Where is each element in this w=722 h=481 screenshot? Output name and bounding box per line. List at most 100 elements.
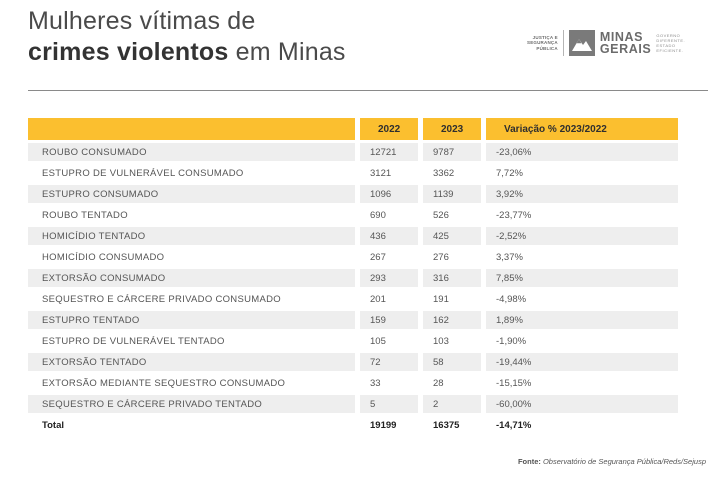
table-row: ESTUPRO DE VULNERÁVEL TENTADO 105 103 -1…	[28, 332, 678, 350]
value-2022: 159	[360, 311, 418, 329]
value-2022: 201	[370, 293, 386, 305]
crime-label: ROUBO CONSUMADO	[28, 143, 355, 161]
table-row: EXTORSÃO TENTADO 72 58 -19,44%	[28, 353, 678, 371]
crime-label: EXTORSÃO TENTADO	[28, 353, 355, 371]
title-emphasis: crimes violentos	[28, 38, 229, 66]
value-2022: 267	[370, 251, 386, 263]
header-cell: Variação % 2023/2022	[486, 118, 678, 140]
government-tagline: GOVERNO DIFERENTE. ESTADO EFICIENTE.	[656, 33, 685, 53]
table-row: HOMICÍDIO TENTADO 436 425 -2,52%	[28, 227, 678, 245]
logo-divider	[562, 30, 564, 56]
table-row: HOMICÍDIO CONSUMADO 267 276 3,37%	[28, 248, 678, 266]
value-2023: 58	[423, 353, 481, 371]
crime-label: SEQUESTRO E CÁRCERE PRIVADO CONSUMADO	[42, 293, 281, 305]
crime-label: ROUBO TENTADO	[42, 209, 128, 221]
source-text: Observatório de Segurança Pública/Reds/S…	[540, 457, 706, 466]
value-2022: 12721	[360, 143, 418, 161]
value-2022: 293	[360, 269, 418, 287]
value-2023: 3362	[433, 167, 455, 179]
header-divider	[28, 90, 708, 91]
table-row: SEQUESTRO E CÁRCERE PRIVADO CONSUMADO 20…	[28, 290, 678, 308]
page-title: Mulheres vítimas de crimes violentos em …	[28, 6, 346, 68]
table-row: SEQUESTRO E CÁRCERE PRIVADO TENTADO 5 2 …	[28, 395, 678, 413]
header-cell	[28, 118, 355, 140]
seal-text: JUSTIÇA E SEGURANÇA PÚBLICA	[527, 35, 558, 52]
table-header-row: 2022 2023 Variação % 2023/2022	[28, 118, 678, 140]
variation: -2,52%	[486, 227, 678, 245]
table-row: ESTUPRO CONSUMADO 1096 1139 3,92%	[28, 185, 678, 203]
seal-line-3: PÚBLICA	[536, 45, 558, 51]
value-2022: 33	[370, 377, 381, 389]
value-2023: 276	[433, 251, 449, 263]
gov-line-4: EFICIENTE.	[656, 48, 684, 53]
source-label: Fonte:	[517, 457, 541, 466]
crime-label: HOMICÍDIO CONSUMADO	[42, 251, 165, 263]
value-2023: 28	[433, 377, 444, 389]
table-row: ESTUPRO DE VULNERÁVEL CONSUMADO 3121 336…	[28, 164, 678, 182]
variation: 3,92%	[486, 185, 678, 203]
crime-label: ESTUPRO TENTADO	[28, 311, 355, 329]
crimes-table: 2022 2023 Variação % 2023/2022 ROUBO CON…	[23, 115, 683, 437]
variation: 7,85%	[486, 269, 678, 287]
header-cell: 2023	[423, 118, 481, 140]
value-2023: 191	[433, 293, 449, 305]
total-label: Total	[42, 419, 64, 431]
table-row: EXTORSÃO MEDIANTE SEQUESTRO CONSUMADO 33…	[28, 374, 678, 392]
crime-label: EXTORSÃO CONSUMADO	[28, 269, 355, 287]
title-rest: em Minas	[228, 38, 346, 66]
value-2022: 72	[360, 353, 418, 371]
brand-line-1: MINAS	[599, 29, 644, 44]
variation: 7,72%	[496, 167, 523, 179]
table-row: ROUBO TENTADO 690 526 -23,77%	[28, 206, 678, 224]
value-2023: 103	[433, 335, 449, 347]
gov-line-1: GOVERNO	[656, 33, 681, 38]
header-cell: 2022	[360, 118, 418, 140]
total-2023: 16375	[433, 419, 460, 431]
variation: -4,98%	[496, 293, 527, 305]
brand-name: MINAS GERAIS	[599, 29, 652, 56]
value-2023: 162	[423, 311, 481, 329]
variation: 1,89%	[486, 311, 678, 329]
variation: -60,00%	[486, 395, 678, 413]
gov-line-2: DIFERENTE.	[656, 38, 686, 43]
value-2023: 526	[433, 209, 449, 221]
variation: -19,44%	[486, 353, 678, 371]
variation: -23,77%	[496, 209, 532, 221]
value-2022: 3121	[370, 167, 392, 179]
variation: -1,90%	[496, 335, 527, 347]
table-total-row: Total 19199 16375 -14,71%	[28, 416, 678, 434]
crime-label: EXTORSÃO MEDIANTE SEQUESTRO CONSUMADO	[42, 377, 286, 389]
source-note: Fonte: Observatório de Segurança Pública…	[518, 457, 706, 466]
title-line-1: Mulheres vítimas de	[28, 7, 256, 35]
crime-label: SEQUESTRO E CÁRCERE PRIVADO TENTADO	[28, 395, 355, 413]
minas-gerais-logo: JUSTIÇA E SEGURANÇA PÚBLICA MINAS GERAIS…	[527, 30, 685, 56]
variation: 3,37%	[496, 251, 523, 263]
value-2022: 105	[370, 335, 386, 347]
mountain-logo-icon	[568, 30, 595, 56]
seal-line-1: JUSTIÇA E	[532, 34, 558, 40]
total-variation: -14,71%	[496, 419, 532, 431]
table-row: ESTUPRO TENTADO 159 162 1,89%	[28, 311, 678, 329]
value-2022: 690	[370, 209, 386, 221]
gov-line-3: ESTADO	[656, 43, 676, 48]
variation: -23,06%	[486, 143, 678, 161]
value-2023: 425	[423, 227, 481, 245]
crime-label: ESTUPRO CONSUMADO	[28, 185, 355, 203]
value-2023: 2	[423, 395, 481, 413]
title-line-2: crimes violentos em Minas	[28, 37, 346, 68]
crime-label: HOMICÍDIO TENTADO	[28, 227, 355, 245]
value-2023: 316	[423, 269, 481, 287]
seal-line-2: SEGURANÇA	[527, 40, 558, 46]
table-row: ROUBO CONSUMADO 12721 9787 -23,06%	[28, 143, 678, 161]
variation: -15,15%	[496, 377, 532, 389]
brand-line-2: GERAIS	[599, 42, 652, 56]
value-2023: 1139	[423, 185, 481, 203]
value-2022: 5	[360, 395, 418, 413]
value-2022: 436	[360, 227, 418, 245]
crime-label: ESTUPRO DE VULNERÁVEL TENTADO	[42, 335, 225, 347]
total-2022: 19199	[370, 419, 397, 431]
value-2023: 9787	[423, 143, 481, 161]
crime-label: ESTUPRO DE VULNERÁVEL CONSUMADO	[42, 167, 244, 179]
table-row: EXTORSÃO CONSUMADO 293 316 7,85%	[28, 269, 678, 287]
value-2022: 1096	[360, 185, 418, 203]
